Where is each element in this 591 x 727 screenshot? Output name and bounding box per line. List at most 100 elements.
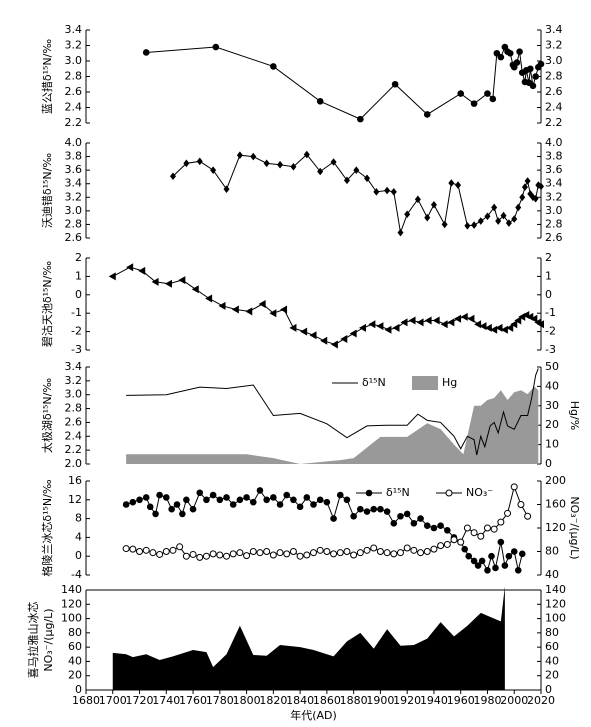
marker — [464, 221, 471, 230]
y2-tick-label: -2 — [545, 325, 556, 338]
marker — [484, 567, 491, 574]
marker — [146, 503, 154, 511]
marker — [229, 550, 237, 558]
marker — [202, 552, 210, 560]
x-tick-label: 2020 — [527, 694, 555, 707]
marker — [404, 210, 411, 219]
y-tick-label: -4 — [71, 568, 82, 581]
marker — [209, 550, 217, 558]
marker — [513, 59, 521, 66]
marker — [363, 508, 371, 515]
marker — [136, 496, 143, 504]
y2-tick-label: 4.0 — [545, 136, 563, 149]
marker — [162, 548, 170, 555]
y2-tick-label: 3.4 — [545, 23, 563, 36]
marker — [270, 494, 277, 501]
marker — [168, 505, 175, 513]
y-tick-label: -3 — [71, 343, 82, 356]
y-tick-label: 120 — [61, 597, 82, 610]
x-tick-label: 1960 — [447, 694, 475, 707]
marker — [384, 325, 392, 334]
y2-tick-label: 40 — [545, 379, 559, 392]
x-tick-label: 1840 — [286, 694, 314, 707]
y2-tick-label: 50 — [545, 360, 559, 373]
marker — [320, 336, 328, 345]
marker — [447, 318, 455, 327]
marker — [423, 111, 431, 118]
marker — [383, 508, 391, 515]
marker — [538, 182, 544, 191]
marker — [474, 562, 482, 569]
y-tick-label: 3.0 — [65, 54, 83, 67]
marker — [424, 316, 432, 325]
y2-tick-label: 2.6 — [545, 85, 563, 98]
marker — [108, 272, 116, 281]
y2-tick-label: 10 — [545, 438, 559, 451]
marker — [223, 185, 230, 193]
marker — [391, 80, 399, 88]
marker — [250, 152, 257, 161]
marker — [258, 300, 266, 308]
marker — [340, 334, 348, 343]
marker — [336, 549, 344, 557]
marker — [376, 548, 384, 555]
y2-tick-label: 140 — [545, 583, 566, 596]
marker — [397, 512, 404, 520]
y2-axis-label: NO₃⁻/(μg/L) — [568, 496, 581, 559]
marker — [356, 549, 364, 557]
y2-tick-label: 0 — [545, 683, 552, 696]
marker — [303, 150, 310, 159]
y2-tick-label: 2.6 — [545, 231, 563, 244]
y2-tick-label: 120 — [545, 597, 566, 610]
marker — [477, 217, 484, 225]
marker — [142, 494, 150, 501]
y2-tick-label: 1 — [545, 269, 552, 282]
y-tick-label: 4 — [75, 530, 82, 543]
y-tick-label: 3.4 — [65, 360, 83, 373]
marker — [514, 567, 522, 574]
marker — [249, 548, 257, 555]
marker — [532, 73, 539, 80]
y2-tick-label: 0 — [545, 288, 552, 301]
y2-tick-label: 20 — [545, 669, 559, 682]
line — [112, 266, 542, 346]
marker — [231, 305, 239, 314]
marker — [477, 532, 485, 540]
marker — [483, 524, 491, 532]
y2-tick-label: 3.2 — [545, 39, 563, 52]
marker — [169, 546, 177, 554]
marker — [410, 546, 418, 554]
marker — [357, 505, 364, 513]
marker — [454, 314, 462, 323]
marker — [500, 211, 507, 220]
marker — [236, 151, 243, 160]
marker — [203, 496, 210, 504]
marker — [256, 549, 264, 557]
marker — [256, 487, 264, 494]
marker — [368, 320, 376, 329]
marker — [445, 489, 453, 497]
marker — [537, 320, 544, 329]
x-tick-label: 1880 — [340, 694, 368, 707]
marker — [343, 496, 351, 504]
marker — [129, 498, 137, 506]
marker — [501, 562, 509, 569]
marker — [519, 193, 526, 202]
y2-tick-label: -1 — [545, 306, 556, 319]
marker — [263, 548, 271, 555]
marker — [343, 548, 351, 555]
marker — [383, 549, 391, 557]
marker — [515, 203, 522, 212]
marker — [465, 552, 473, 560]
marker — [263, 159, 270, 168]
marker — [179, 510, 186, 518]
marker — [243, 494, 250, 501]
y-tick-label: 3.4 — [65, 23, 83, 36]
y2-tick-label: 40 — [545, 568, 559, 581]
y2-tick-label: 60 — [545, 640, 559, 653]
marker — [532, 194, 539, 203]
marker — [489, 95, 497, 103]
marker — [359, 323, 367, 332]
marker — [169, 172, 176, 181]
y-tick-label: 3.0 — [65, 388, 83, 401]
